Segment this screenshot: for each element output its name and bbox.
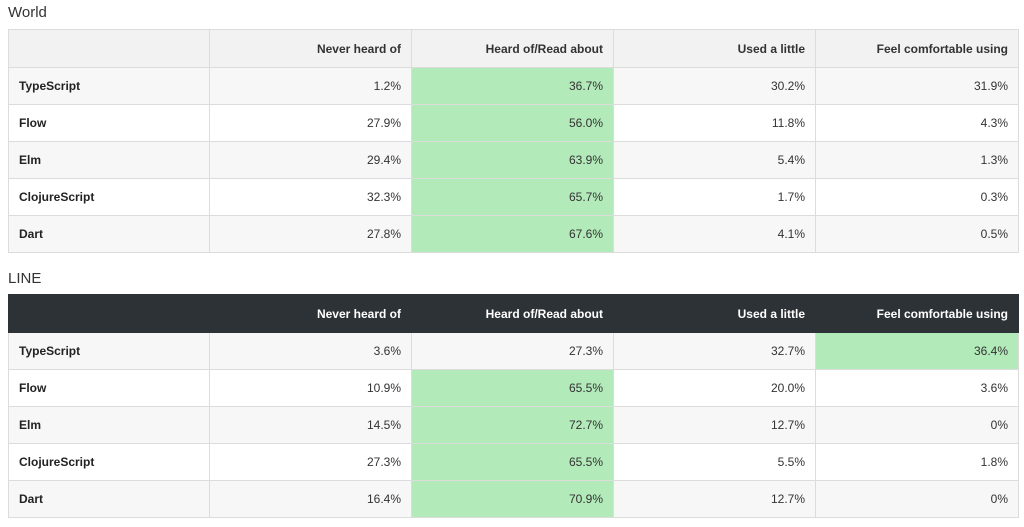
table-cell: 27.8% xyxy=(209,215,412,253)
table-cell: 3.6% xyxy=(815,369,1019,407)
table-cell: 1.3% xyxy=(815,141,1019,179)
table-row: Elm 14.5% 72.7% 12.7% 0% xyxy=(8,406,1019,444)
table-cell: 0% xyxy=(815,480,1019,518)
table-cell: 27.3% xyxy=(411,332,614,370)
table-cell: 27.9% xyxy=(209,104,412,142)
column-header-comfortable: Feel comfortable using xyxy=(815,294,1019,333)
table-cell: 32.7% xyxy=(613,332,816,370)
table-cell: 36.4% xyxy=(815,332,1019,370)
column-header-used-little: Used a little xyxy=(613,294,816,333)
table-cell: 14.5% xyxy=(209,406,412,444)
table-cell: 72.7% xyxy=(411,406,614,444)
table-row: Dart 27.8% 67.6% 4.1% 0.5% xyxy=(8,215,1019,253)
table-cell: 1.2% xyxy=(209,67,412,105)
table-row: TypeScript 3.6% 27.3% 32.7% 36.4% xyxy=(8,332,1019,370)
header-row: Never heard of Heard of/Read about Used … xyxy=(8,29,1019,68)
row-label: Elm xyxy=(8,406,210,444)
column-header-never-heard: Never heard of xyxy=(209,294,412,333)
line-table: Never heard of Heard of/Read about Used … xyxy=(8,294,1019,518)
row-label: Flow xyxy=(8,369,210,407)
table-cell: 29.4% xyxy=(209,141,412,179)
row-label: ClojureScript xyxy=(8,443,210,481)
column-header-heard-of: Heard of/Read about xyxy=(411,29,614,68)
table-cell: 65.7% xyxy=(411,178,614,216)
row-label: TypeScript xyxy=(8,332,210,370)
table-cell: 32.3% xyxy=(209,178,412,216)
row-label: Dart xyxy=(8,480,210,518)
table-cell: 36.7% xyxy=(411,67,614,105)
table-cell: 12.7% xyxy=(613,406,816,444)
table-cell: 65.5% xyxy=(411,443,614,481)
table-cell: 63.9% xyxy=(411,141,614,179)
table-row: Flow 10.9% 65.5% 20.0% 3.6% xyxy=(8,369,1019,407)
table-row: Flow 27.9% 56.0% 11.8% 4.3% xyxy=(8,104,1019,142)
column-header-heard-of: Heard of/Read about xyxy=(411,294,614,333)
table-cell: 27.3% xyxy=(209,443,412,481)
section-title-world: World xyxy=(8,4,47,21)
table-cell: 10.9% xyxy=(209,369,412,407)
table-cell: 0.5% xyxy=(815,215,1019,253)
table-cell: 65.5% xyxy=(411,369,614,407)
table-cell: 31.9% xyxy=(815,67,1019,105)
table-row: ClojureScript 27.3% 65.5% 5.5% 1.8% xyxy=(8,443,1019,481)
table-row: Elm 29.4% 63.9% 5.4% 1.3% xyxy=(8,141,1019,179)
table-row: TypeScript 1.2% 36.7% 30.2% 31.9% xyxy=(8,67,1019,105)
table-cell: 67.6% xyxy=(411,215,614,253)
table-cell: 70.9% xyxy=(411,480,614,518)
column-header-never-heard: Never heard of xyxy=(209,29,412,68)
table-cell: 16.4% xyxy=(209,480,412,518)
table-cell: 1.8% xyxy=(815,443,1019,481)
row-label: Dart xyxy=(8,215,210,253)
table-cell: 4.3% xyxy=(815,104,1019,142)
row-label: Flow xyxy=(8,104,210,142)
table-row: Dart 16.4% 70.9% 12.7% 0% xyxy=(8,480,1019,518)
row-label: Elm xyxy=(8,141,210,179)
table-cell: 0% xyxy=(815,406,1019,444)
table-cell: 5.4% xyxy=(613,141,816,179)
table-cell: 12.7% xyxy=(613,480,816,518)
table-cell: 30.2% xyxy=(613,67,816,105)
table-cell: 1.7% xyxy=(613,178,816,216)
table-cell: 56.0% xyxy=(411,104,614,142)
header-corner xyxy=(8,294,210,333)
row-label: TypeScript xyxy=(8,67,210,105)
table-cell: 3.6% xyxy=(209,332,412,370)
column-header-used-little: Used a little xyxy=(613,29,816,68)
header-corner xyxy=(8,29,210,68)
column-header-comfortable: Feel comfortable using xyxy=(815,29,1019,68)
table-cell: 4.1% xyxy=(613,215,816,253)
world-table: Never heard of Heard of/Read about Used … xyxy=(8,29,1019,253)
header-row: Never heard of Heard of/Read about Used … xyxy=(8,294,1019,333)
table-cell: 5.5% xyxy=(613,443,816,481)
row-label: ClojureScript xyxy=(8,178,210,216)
table-cell: 20.0% xyxy=(613,369,816,407)
table-cell: 0.3% xyxy=(815,178,1019,216)
table-cell: 11.8% xyxy=(613,104,816,142)
table-row: ClojureScript 32.3% 65.7% 1.7% 0.3% xyxy=(8,178,1019,216)
section-title-line: LINE xyxy=(8,270,42,287)
